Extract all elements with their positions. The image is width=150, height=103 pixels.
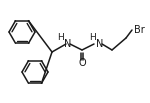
Text: H: H xyxy=(58,33,64,42)
Text: N: N xyxy=(64,39,72,49)
Text: O: O xyxy=(78,58,86,68)
Text: Br: Br xyxy=(134,25,144,35)
Text: H: H xyxy=(90,33,96,42)
Text: N: N xyxy=(96,39,104,49)
